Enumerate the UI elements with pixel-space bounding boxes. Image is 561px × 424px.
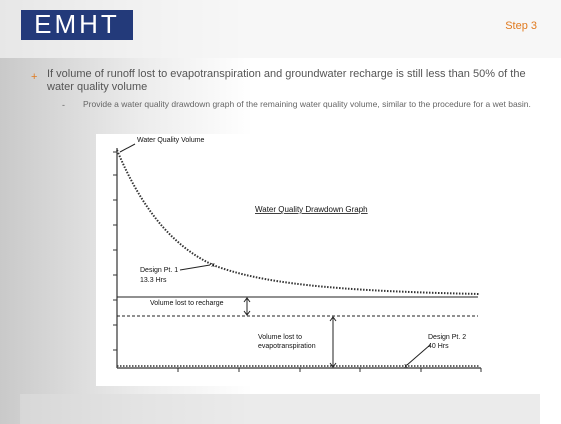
point1-name: Design Pt. 1 xyxy=(140,267,178,274)
point1-mark: x xyxy=(211,262,215,269)
point2-time: 40 Hrs xyxy=(428,343,449,350)
bullet-text: If volume of runoff lost to evapotranspi… xyxy=(47,68,547,94)
point1-time: 13.3 Hrs xyxy=(140,277,167,284)
evap-label-2: evapotranspiration xyxy=(258,343,316,350)
footer-band xyxy=(20,394,540,424)
curve-label: Water Quality Volume xyxy=(137,137,205,144)
sub-bullet-box: Provide a water quality drawdown graph o… xyxy=(83,99,533,125)
slide: EMHT Step 3 + If volume of runoff lost t… xyxy=(0,0,561,424)
bullet-mark: + xyxy=(31,71,37,83)
point2-name: Design Pt. 2 xyxy=(428,334,466,341)
bullet-box: If volume of runoff lost to evapotranspi… xyxy=(47,68,547,100)
slide-art: EMHT Step 3 + If volume of runoff lost t… xyxy=(0,0,561,424)
recharge-label: Volume lost to recharge xyxy=(150,300,224,307)
step: Step 3 xyxy=(505,20,537,32)
point2-mark: x xyxy=(404,363,408,370)
sub-bullet-text: Provide a water quality drawdown graph o… xyxy=(83,99,533,110)
graph-title: Water Quality Drawdown Graph xyxy=(255,205,368,214)
logo: EMHT xyxy=(34,9,120,39)
sub-bullet-mark: - xyxy=(62,100,65,110)
evap-label-1: Volume lost to xyxy=(258,334,302,341)
